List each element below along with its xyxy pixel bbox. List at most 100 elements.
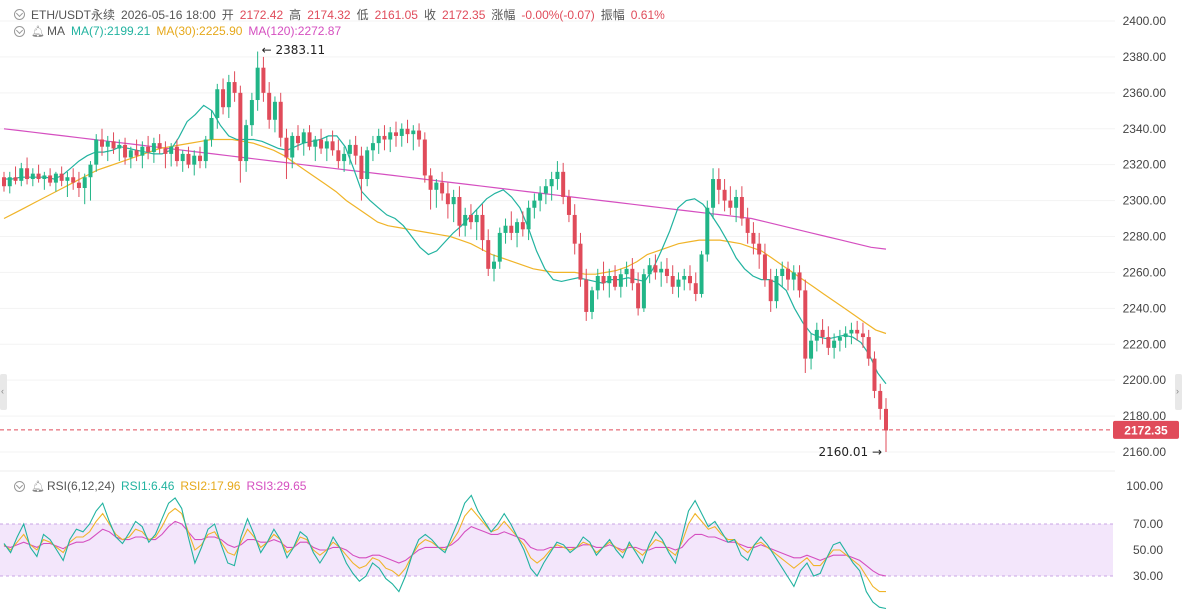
price-tick-label: 2260.00 [1123, 265, 1167, 279]
candle-body [359, 155, 364, 180]
candle-body [128, 150, 133, 158]
scroll-right-button[interactable]: › [1175, 374, 1182, 410]
candle-body [716, 179, 721, 190]
rsi-tick-label: 70.00 [1133, 517, 1163, 531]
change-label: 涨幅 [491, 8, 516, 22]
chevron-left-icon: ‹ [1, 386, 4, 396]
candle-body [480, 214, 485, 241]
candle-body [186, 153, 191, 165]
candle-body [837, 337, 842, 341]
candle-body [803, 290, 808, 359]
candle-body [267, 92, 272, 120]
candle-body [520, 222, 525, 230]
candle-body [751, 232, 756, 244]
candle-body [872, 358, 877, 391]
scroll-left-button[interactable]: ‹ [0, 374, 7, 410]
candle-body [244, 125, 249, 162]
rsi1-legend: RSI1:6.46 [121, 479, 175, 493]
candle-body [336, 150, 341, 162]
low-label: 低 [356, 8, 369, 22]
price-axis: 2400.00 2380.00 2360.00 2340.00 2320.00 2300.… [1123, 14, 1167, 583]
candle-body [117, 144, 122, 149]
candle-body [48, 175, 53, 183]
rsi3-legend: RSI3:29.65 [246, 479, 307, 493]
last-price-label: 2172.35 [1124, 423, 1168, 437]
candle-body [566, 196, 571, 215]
candle-body [832, 340, 837, 348]
candle-body [71, 177, 76, 183]
candle-body [25, 168, 30, 180]
candle-body [860, 333, 865, 338]
candle-body [399, 128, 404, 136]
candle-body [313, 139, 318, 147]
candle-body [866, 337, 871, 359]
candle-body [486, 240, 491, 269]
price-tick-label: 2380.00 [1123, 50, 1167, 64]
candle-body [532, 200, 537, 208]
candle-body [100, 139, 104, 147]
collapse-rsi-icon[interactable] [14, 480, 25, 492]
candle-body [36, 173, 41, 180]
symbol-label[interactable]: ETH/USDT永续 [31, 8, 116, 22]
collapse-icon[interactable] [14, 9, 25, 20]
rsi-tick-label: 30.00 [1133, 569, 1163, 583]
candle-body [826, 337, 831, 348]
candle-body [809, 340, 814, 359]
ma120-line [3, 128, 887, 250]
bell-icon[interactable]: 🔔︎ [31, 25, 45, 38]
candle-body [474, 214, 479, 223]
candle-body [13, 177, 18, 181]
candle-body [180, 153, 185, 162]
candle-body [394, 132, 398, 136]
rsi-tick-label: 50.00 [1133, 543, 1163, 557]
candle-body [699, 254, 704, 294]
candle-body [428, 175, 433, 190]
candle-body [451, 196, 456, 205]
candle-body [820, 329, 825, 338]
candle-body [688, 276, 692, 284]
candle-body [198, 155, 202, 162]
candle-body [440, 182, 445, 194]
candle-body [163, 148, 168, 154]
candle-body [30, 173, 35, 180]
candle-body [59, 173, 64, 181]
price-tick-label: 2160.00 [1123, 445, 1167, 459]
candle-body [370, 143, 375, 151]
candle-body [330, 141, 335, 151]
rsi1-line [3, 494, 887, 610]
candle-body [601, 276, 606, 284]
rsi-bell-icon[interactable]: 🔔︎ [31, 480, 45, 493]
candle-body [682, 276, 687, 280]
ohlc-legend: ETH/USDT永续 2026-05-16 18:00 开 2172.42 高 21… [14, 6, 665, 23]
price-markers: 2172.35 ← 2383.11 2160.01 → [0, 43, 1179, 459]
price-tick-label: 2300.00 [1123, 194, 1167, 208]
ma-name[interactable]: MA [46, 24, 65, 38]
candle-body [757, 243, 762, 255]
candle-body [791, 272, 796, 280]
candle-body [578, 243, 583, 280]
chevron-right-icon: › [1176, 386, 1179, 396]
collapse-ma-icon[interactable] [14, 25, 25, 37]
ma30-line [3, 138, 887, 335]
candle-body [290, 135, 295, 158]
high-value: 2174.32 [307, 7, 351, 22]
candle-body [284, 137, 289, 158]
candle-body [307, 132, 312, 147]
rsi-name[interactable]: RSI(6,12,24) [46, 479, 116, 493]
close-value: 2172.35 [442, 7, 486, 22]
candle-body [526, 207, 531, 230]
candle-body [203, 139, 208, 162]
price-tick-label: 2180.00 [1123, 409, 1167, 423]
candle-body [238, 92, 243, 162]
candle-body [509, 225, 514, 233]
candle-body [353, 144, 358, 156]
candle-body [468, 214, 473, 223]
candle-body [739, 196, 744, 219]
candle-body [123, 144, 128, 158]
change-value: -0.00%(-0.07) [521, 7, 595, 22]
last-price-tag [1113, 420, 1179, 439]
candle-body [255, 67, 260, 101]
candle-body [762, 254, 767, 280]
candle-body [543, 186, 548, 194]
